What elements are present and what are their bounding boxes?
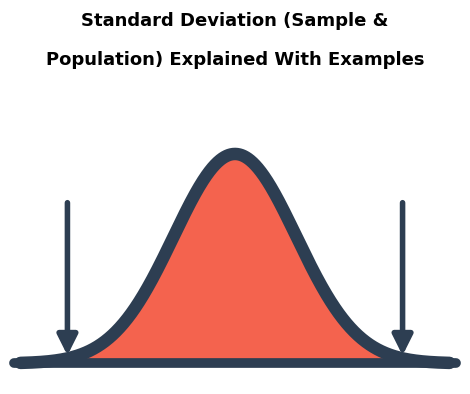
Text: Standard Deviation (Sample &: Standard Deviation (Sample & xyxy=(81,12,389,30)
Text: Population) Explained With Examples: Population) Explained With Examples xyxy=(46,51,424,69)
